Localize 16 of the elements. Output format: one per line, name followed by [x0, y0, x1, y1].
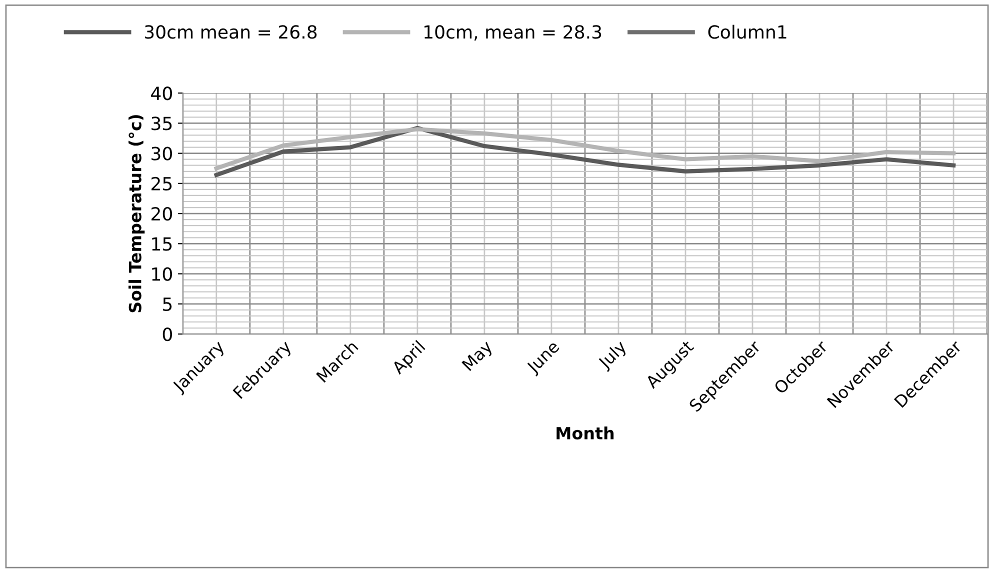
y-tick-label: 0	[162, 327, 172, 342]
line-series	[214, 126, 956, 178]
line-series	[214, 127, 956, 170]
y-tick-label: 10	[152, 267, 172, 281]
y-tick-label: 35	[152, 116, 172, 130]
legend-label: 30cm mean = 26.8	[144, 25, 317, 39]
y-tick-label: 40	[151, 86, 172, 100]
x-axis-title: Month	[556, 426, 614, 440]
legend-label: Column1	[708, 24, 786, 39]
legend-label: 10cm, mean = 28.3	[424, 25, 602, 41]
y-tick-label: 25	[152, 176, 172, 191]
y-tick-label: 15	[152, 237, 172, 251]
y-axis-title: Soil Temperature (°c)	[128, 115, 145, 312]
y-tick-label: 30	[152, 146, 172, 160]
y-tick-label: 5	[163, 298, 172, 312]
y-tick-label: 20	[152, 207, 172, 221]
